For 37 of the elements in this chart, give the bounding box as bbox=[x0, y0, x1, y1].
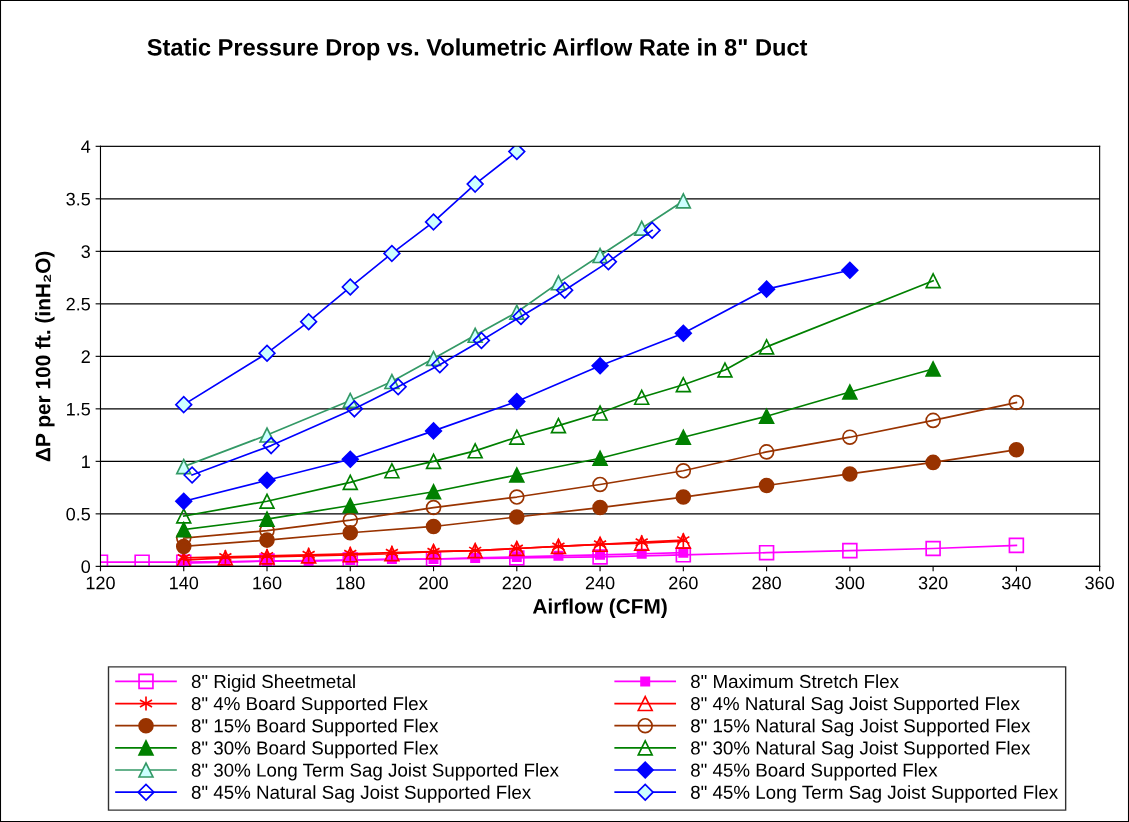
x-tick-label: 280 bbox=[752, 576, 781, 590]
y-tick-label: 0.5 bbox=[66, 507, 90, 521]
x-tick-label: 160 bbox=[253, 576, 282, 590]
legend-label: 8" 45% Board Supported Flex bbox=[691, 763, 938, 781]
x-tick-label: 260 bbox=[669, 576, 698, 590]
legend-label: 8" Rigid Sheetmetal bbox=[191, 674, 355, 692]
y-tick-label: 1.5 bbox=[67, 402, 90, 416]
y-tick-label: 1 bbox=[82, 455, 90, 468]
x-tick-label: 360 bbox=[1085, 576, 1114, 590]
y-tick-label: 4 bbox=[81, 140, 91, 153]
x-axis-title: Airflow (CFM) bbox=[532, 598, 667, 618]
legend-label: 8" 15% Board Supported Flex bbox=[191, 718, 439, 737]
x-tick-label: 180 bbox=[336, 576, 365, 590]
x-tick-label: 140 bbox=[170, 576, 199, 590]
y-tick-label: 3.5 bbox=[66, 192, 90, 206]
x-tick-label: 240 bbox=[585, 576, 615, 590]
legend-label: 8" 30% Long Term Sag Joist Supported Flex bbox=[191, 763, 559, 781]
legend-label: 8" Maximum Stretch Flex bbox=[691, 674, 899, 689]
chart-title: Static Pressure Drop vs. Volumetric Airflow Rate in 8" Duct bbox=[147, 38, 808, 61]
y-tick-label: 3 bbox=[81, 245, 90, 259]
legend-label: 8" 45% Natural Sag Joist Supported Flex bbox=[191, 785, 531, 803]
y-axis-title: ΔP per 100 ft. (inH₂O) bbox=[35, 251, 55, 462]
y-tick-label: 2 bbox=[81, 350, 90, 363]
x-tick-label: 340 bbox=[1002, 576, 1031, 590]
legend-label: 8" 30% Board Supported Flex bbox=[191, 740, 439, 759]
legend-label: 8" 4% Natural Sag Joist Supported Flex bbox=[691, 696, 1020, 714]
legend-label: 8" 4% Board Supported Flex bbox=[191, 696, 428, 714]
x-tick-label: 200 bbox=[419, 576, 448, 590]
y-tick-label: 2.5 bbox=[66, 297, 90, 311]
legend-label: 8" 45% Long Term Sag Joist Supported Flex bbox=[691, 785, 1058, 803]
x-tick-label: 220 bbox=[502, 576, 532, 590]
x-tick-label: 320 bbox=[918, 576, 948, 590]
legend-label: 8" 30% Natural Sag Joist Supported Flex bbox=[691, 740, 1031, 759]
y-tick-label: 0 bbox=[81, 560, 91, 574]
legend-label: 8" 15% Natural Sag Joist Supported Flex bbox=[691, 718, 1031, 737]
x-tick-label: 120 bbox=[86, 576, 115, 590]
x-tick-label: 300 bbox=[835, 576, 865, 590]
